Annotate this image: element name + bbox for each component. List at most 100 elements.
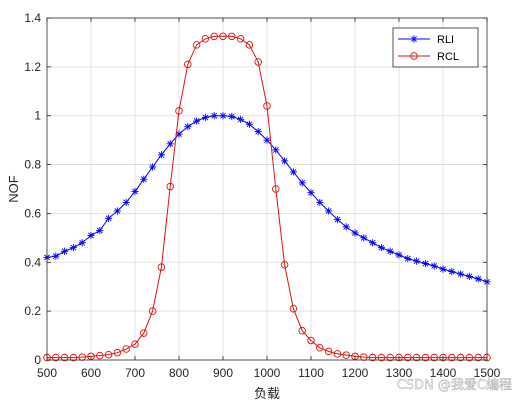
rcl-point (236, 35, 245, 43)
asterisk-stroke (202, 114, 209, 121)
asterisk-stroke (466, 273, 473, 280)
asterisk-stroke (404, 255, 411, 262)
rli-point (404, 255, 412, 263)
rli-point (430, 262, 438, 270)
rli-point (439, 265, 447, 273)
series-rli (43, 112, 491, 286)
asterisk-stroke (246, 121, 253, 128)
asterisk-stroke (237, 116, 244, 123)
legend-label-rcl: RCL (437, 51, 459, 63)
asterisk-stroke (422, 260, 429, 267)
rli-point (289, 168, 297, 176)
rcl-point (342, 351, 350, 359)
rli-point (342, 223, 350, 231)
rcl-point (104, 350, 113, 359)
rli-point (237, 115, 245, 123)
rli-point (105, 214, 113, 222)
asterisk-stroke (52, 253, 59, 260)
asterisk-stroke (387, 248, 394, 255)
rcl-point (69, 353, 78, 362)
rcl-point (280, 260, 289, 269)
rcl-point (474, 353, 482, 362)
asterisk-stroke (396, 252, 402, 258)
x-tick-label: 1000 (254, 366, 281, 380)
rcl-point (166, 182, 174, 191)
legend-label-rli: RLI (437, 34, 454, 46)
rli-point (61, 247, 69, 255)
rcl-point (140, 329, 148, 337)
rcl-point (456, 353, 465, 362)
y-tick-label: 1.2 (24, 60, 41, 74)
rli-point (369, 239, 377, 247)
asterisk-stroke (176, 131, 182, 137)
rli-point (474, 275, 482, 283)
legend: RLI RCL (392, 27, 479, 68)
rcl-point (148, 307, 157, 315)
rli-point (325, 207, 333, 215)
rcl-point (298, 326, 306, 335)
rli-point (395, 251, 403, 259)
asterisk-stroke (352, 230, 358, 236)
rcl-point (289, 304, 298, 313)
x-tick-label: 700 (125, 366, 145, 380)
asterisk-stroke (220, 112, 226, 119)
rli-point (448, 267, 456, 276)
legend-marker (410, 52, 418, 60)
rli-point (316, 198, 324, 207)
y-tick-label: 0.2 (24, 304, 41, 318)
csdn-watermark: CSDN @我爱C编程 (397, 378, 512, 393)
rli-point (333, 215, 341, 224)
rli-point (360, 234, 368, 242)
x-axis-label: 负载 (254, 386, 280, 401)
x-tick-label: 1500 (474, 366, 501, 380)
rli-point (113, 207, 121, 215)
asterisk-stroke (413, 258, 420, 264)
asterisk-stroke (211, 112, 218, 119)
asterisk-stroke (193, 118, 200, 125)
asterisk-stroke (96, 227, 103, 234)
asterisk-stroke (290, 168, 297, 175)
rli-point (351, 229, 359, 237)
rcl-point (412, 353, 421, 362)
y-axis-label: NOF (6, 175, 21, 203)
grid-lines (47, 18, 487, 360)
x-tick-label: 1300 (386, 366, 413, 380)
asterisk-stroke (158, 151, 165, 158)
asterisk-stroke (457, 271, 464, 277)
rli-point (298, 179, 306, 187)
rli-point (184, 123, 192, 131)
asterisk-stroke (440, 266, 446, 273)
series-rcl (43, 32, 491, 362)
rcl-point (307, 336, 315, 345)
rli-point (272, 146, 280, 154)
rcl-point (60, 353, 69, 362)
rli-point (166, 140, 174, 148)
rcl-point (184, 60, 192, 69)
rcl-point (122, 345, 130, 353)
legend-box (392, 27, 479, 68)
rli-point (421, 259, 429, 268)
rli-point (149, 163, 157, 171)
rli-point (122, 198, 130, 207)
rli-point (219, 112, 227, 120)
asterisk-stroke (105, 215, 112, 222)
rcl-point (175, 107, 183, 115)
rli-point (210, 112, 218, 120)
asterisk-stroke (79, 239, 86, 246)
rcl-point (368, 353, 377, 362)
rcl-point (333, 350, 342, 358)
asterisk-stroke (132, 188, 138, 195)
asterisk-stroke (475, 275, 482, 282)
y-tick-label: 0 (34, 353, 41, 367)
rli-point (78, 239, 86, 247)
rcl-point (113, 348, 122, 357)
rli-point (386, 247, 394, 255)
rli-point (87, 231, 95, 240)
rcl-point (448, 353, 456, 362)
axis-ticks: 500 600 700 800 900 1000 1100 1200 1300 1400 1500 0… (24, 11, 500, 380)
asterisk-stroke (255, 128, 262, 135)
asterisk-stroke (325, 208, 332, 214)
asterisk-stroke (316, 199, 323, 206)
rcl-point (404, 353, 412, 362)
